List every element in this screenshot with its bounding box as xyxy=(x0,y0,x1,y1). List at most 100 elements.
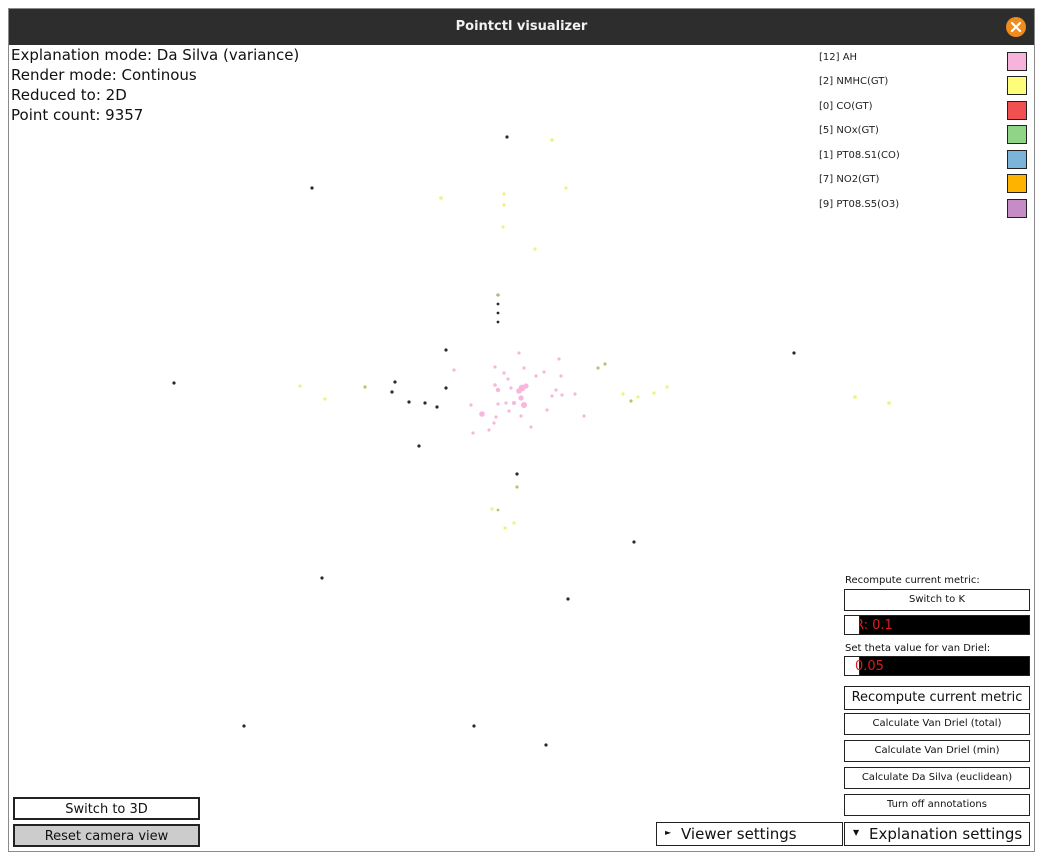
scatter-point xyxy=(505,135,509,139)
legend-swatch[interactable] xyxy=(1007,174,1027,193)
scatter-point xyxy=(490,507,494,511)
reduced-to-text: Reduced to: 2D xyxy=(11,86,127,104)
scatter-point xyxy=(529,425,533,429)
title-bar[interactable]: Pointctl visualizer xyxy=(9,9,1034,45)
scatter-point xyxy=(603,362,607,366)
legend-swatch[interactable] xyxy=(1007,199,1027,218)
scatter-point xyxy=(887,401,891,405)
scatter-point xyxy=(492,421,496,425)
scatter-point xyxy=(242,724,246,728)
legend-swatch[interactable] xyxy=(1007,150,1027,169)
scatter-point xyxy=(550,394,554,398)
scatter-point xyxy=(502,203,506,207)
scatter-point xyxy=(298,384,302,388)
da-silva-button[interactable]: Calculate Da Silva (euclidean) xyxy=(844,767,1030,789)
viewer-settings-label: Viewer settings xyxy=(681,825,797,843)
scatter-point xyxy=(554,388,558,392)
legend-swatch[interactable] xyxy=(1007,52,1027,71)
scatter-point xyxy=(582,414,586,418)
plot-canvas[interactable]: Explanation mode: Da Silva (variance) Re… xyxy=(9,45,1034,851)
scatter-point xyxy=(557,357,561,361)
scatter-point xyxy=(519,414,523,418)
scatter-point xyxy=(792,351,796,355)
scatter-point xyxy=(493,365,497,369)
point-count-text: Point count: 9357 xyxy=(11,106,144,124)
legend-label: [2] NMHC(GT) xyxy=(819,76,889,87)
switch-3d-button[interactable]: Switch to 3D xyxy=(13,797,200,820)
scatter-point xyxy=(515,472,519,476)
scatter-point xyxy=(504,401,508,405)
scatter-point xyxy=(417,444,421,448)
scatter-point xyxy=(533,247,537,251)
scatter-point xyxy=(439,196,443,200)
scatter-point xyxy=(493,383,497,387)
scatter-point xyxy=(853,395,857,399)
scatter-point xyxy=(507,409,511,413)
scatter-point xyxy=(496,311,500,315)
scatter-point xyxy=(323,397,327,401)
theta-value-input[interactable]: 0.05 xyxy=(844,656,1030,676)
scatter-point xyxy=(652,391,656,395)
scatter-point xyxy=(542,370,546,374)
reset-camera-button[interactable]: Reset camera view xyxy=(13,824,200,847)
van-driel-min-button[interactable]: Calculate Van Driel (min) xyxy=(844,740,1030,762)
scatter-point xyxy=(435,405,439,409)
legend-label: [9] PT08.S5(O3) xyxy=(819,199,900,210)
van-driel-total-button[interactable]: Calculate Van Driel (total) xyxy=(844,713,1030,735)
scatter-point xyxy=(512,401,516,405)
scatter-point xyxy=(172,381,176,385)
scatter-point xyxy=(559,374,563,378)
scatter-point xyxy=(629,399,633,403)
scatter-plot[interactable] xyxy=(9,45,1034,851)
explanation-settings-tab[interactable]: ▼ Explanation settings xyxy=(844,822,1030,846)
scatter-point xyxy=(494,415,498,419)
scatter-point xyxy=(509,386,513,390)
scatter-point xyxy=(560,393,564,397)
theta-value-text: 0.05 xyxy=(855,659,884,674)
theta-label: Set theta value for van Driel: xyxy=(845,643,991,654)
scatter-point xyxy=(665,385,669,389)
scatter-point xyxy=(506,377,510,381)
scatter-point xyxy=(515,485,519,489)
scatter-point xyxy=(503,526,507,530)
scatter-point xyxy=(502,192,506,196)
toggle-annotations-button[interactable]: Turn off annotations xyxy=(844,794,1030,816)
scatter-point xyxy=(550,138,554,142)
collapsed-arrow-icon: ► xyxy=(665,828,672,837)
window-title: Pointctl visualizer xyxy=(455,19,588,34)
scatter-point xyxy=(566,597,570,601)
scatter-point xyxy=(522,366,526,370)
input-cursor xyxy=(845,616,860,634)
legend-label: [1] PT08.S1(CO) xyxy=(819,150,900,161)
scatter-point xyxy=(596,366,600,370)
scatter-point xyxy=(423,401,427,405)
recompute-metric-button[interactable]: Recompute current metric xyxy=(844,686,1030,710)
scatter-point xyxy=(621,392,625,396)
scatter-point xyxy=(545,408,549,412)
scatter-point xyxy=(479,411,485,417)
app-window: Pointctl visualizer Explanation mode: Da… xyxy=(8,8,1035,852)
scatter-point xyxy=(544,743,548,747)
viewer-settings-tab[interactable]: ► Viewer settings xyxy=(656,822,843,846)
scatter-point xyxy=(517,351,521,355)
legend-swatch[interactable] xyxy=(1007,76,1027,95)
scatter-point xyxy=(501,225,505,229)
scatter-point xyxy=(390,390,394,394)
explanation-settings-label: Explanation settings xyxy=(869,825,1023,843)
scatter-point xyxy=(496,293,500,297)
recompute-metric-label: Recompute current metric: xyxy=(845,575,980,586)
scatter-point xyxy=(407,400,411,404)
r-value-input[interactable]: R: 0.1 xyxy=(844,615,1030,635)
legend-label: [7] NO2(GT) xyxy=(819,174,880,185)
scatter-point xyxy=(502,371,506,375)
scatter-point xyxy=(393,380,397,384)
expanded-arrow-icon: ▼ xyxy=(853,828,860,837)
scatter-point xyxy=(512,521,516,525)
scatter-point xyxy=(444,348,448,352)
close-icon[interactable] xyxy=(1006,17,1026,37)
switch-to-k-button[interactable]: Switch to K xyxy=(844,589,1030,611)
scatter-point xyxy=(636,395,640,399)
legend-swatch[interactable] xyxy=(1007,101,1027,120)
scatter-point xyxy=(496,320,500,324)
legend-swatch[interactable] xyxy=(1007,125,1027,144)
